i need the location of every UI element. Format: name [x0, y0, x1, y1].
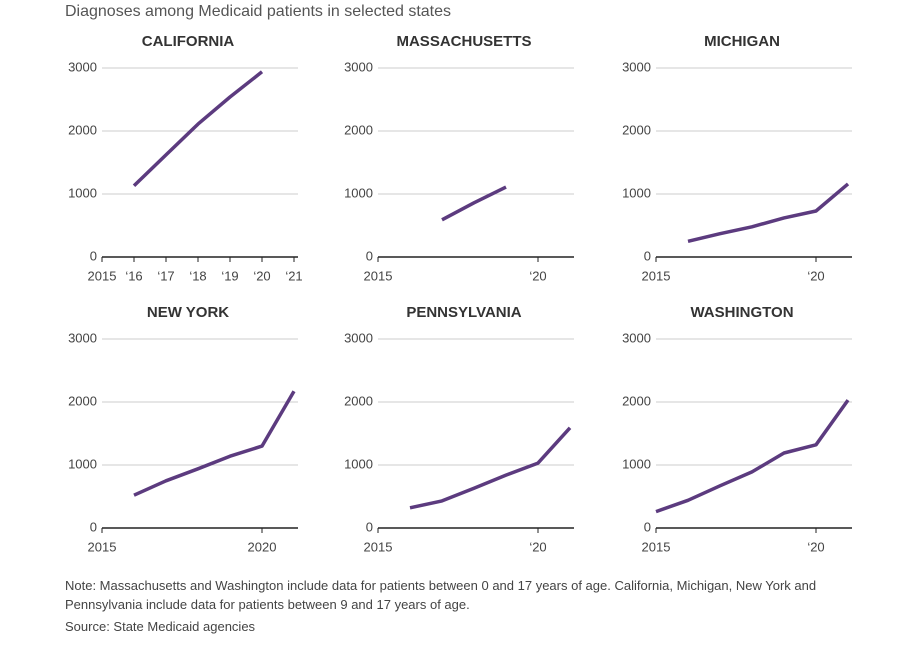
- panel-title: WASHINGTON: [690, 304, 793, 321]
- x-tick-label: 2015: [88, 539, 117, 554]
- y-tick-label: 0: [90, 519, 97, 534]
- x-tick-label: 2015: [364, 539, 393, 554]
- x-tick-label: ‘20: [529, 539, 546, 554]
- panel-title: CALIFORNIA: [142, 33, 235, 50]
- y-tick-label: 3000: [622, 330, 651, 345]
- source: Source: State Medicaid agencies: [65, 619, 256, 634]
- line: [132, 70, 264, 188]
- y-tick-label: 2000: [68, 393, 97, 408]
- y-tick-label: 2000: [344, 122, 373, 137]
- x-tick-label: ‘18: [189, 268, 206, 283]
- panel-title: PENNSYLVANIA: [406, 304, 521, 321]
- line: [441, 185, 507, 222]
- y-tick-label: 0: [644, 248, 651, 263]
- y-tick-label: 0: [366, 248, 373, 263]
- y-tick-label: 2000: [68, 122, 97, 137]
- y-tick-label: 0: [644, 519, 651, 534]
- y-tick-label: 3000: [344, 59, 373, 74]
- x-tick-label: 2015: [642, 539, 671, 554]
- x-tick-label: ‘20: [807, 539, 824, 554]
- y-tick-label: 2000: [622, 122, 651, 137]
- note: Note: Massachusetts and Washington inclu…: [65, 578, 817, 612]
- y-tick-label: 1000: [622, 456, 651, 471]
- y-tick-label: 1000: [344, 185, 373, 200]
- x-tick-label: ‘17: [157, 268, 174, 283]
- panel-title: MICHIGAN: [704, 33, 780, 50]
- y-tick-label: 2000: [622, 393, 651, 408]
- y-tick-label: 0: [366, 519, 373, 534]
- x-tick-label: ‘20: [253, 268, 270, 283]
- x-tick-label: 2015: [364, 268, 393, 283]
- y-tick-label: 3000: [622, 59, 651, 74]
- x-tick-label: ‘16: [125, 268, 142, 283]
- y-tick-label: 0: [90, 248, 97, 263]
- y-tick-label: 1000: [68, 456, 97, 471]
- x-tick-label: ‘20: [807, 268, 824, 283]
- x-tick-label: ‘19: [221, 268, 238, 283]
- x-tick-label: 2015: [88, 268, 117, 283]
- panel-title: NEW YORK: [147, 304, 229, 321]
- y-tick-label: 3000: [68, 330, 97, 345]
- y-tick-label: 1000: [68, 185, 97, 200]
- y-tick-label: 1000: [622, 185, 651, 200]
- x-tick-label: 2020: [248, 539, 277, 554]
- y-tick-label: 1000: [344, 456, 373, 471]
- line: [409, 426, 572, 510]
- panel-title: MASSACHUSETTS: [396, 33, 531, 50]
- y-tick-label: 3000: [344, 330, 373, 345]
- y-tick-label: 2000: [344, 393, 373, 408]
- line: [687, 182, 850, 244]
- x-tick-label: 2015: [642, 268, 671, 283]
- line: [133, 390, 296, 497]
- line: [655, 399, 850, 514]
- x-tick-label: ‘21: [285, 268, 302, 283]
- y-tick-label: 3000: [68, 59, 97, 74]
- chart: Diagnoses among Medicaid patients in sel…: [65, 3, 852, 554]
- chart-title: Diagnoses among Medicaid patients in sel…: [65, 3, 451, 20]
- x-tick-label: ‘20: [529, 268, 546, 283]
